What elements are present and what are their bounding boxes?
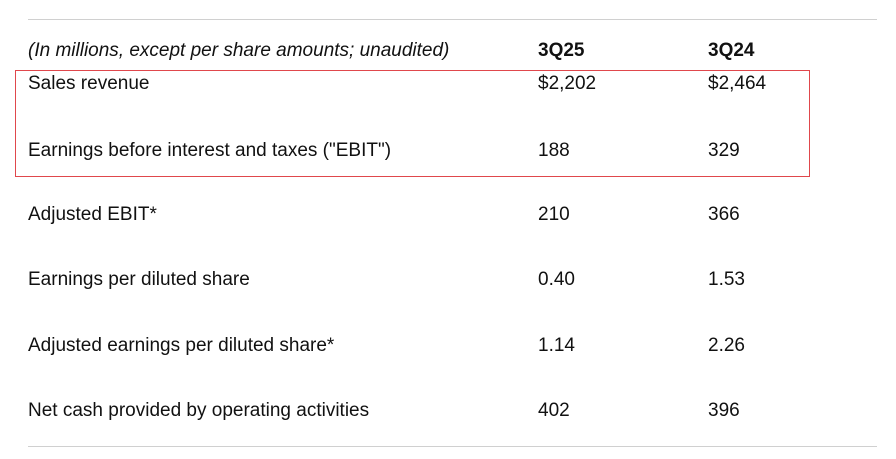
cell-3q24: 2.26 [708,335,745,356]
cell-3q24: 366 [708,204,740,225]
table-row-adjusted-eps: Adjusted earnings per diluted share* 1.1… [0,334,896,358]
cell-3q25: $2,202 [538,73,597,94]
cell-3q24: $2,464 [708,73,767,94]
table-row-eps: Earnings per diluted share 0.40 1.53 [0,268,896,292]
table-header-note: (In millions, except per share amounts; … [28,40,450,61]
table-row-operating-cash: Net cash provided by operating activitie… [0,399,896,423]
column-header-3q24: 3Q24 [708,40,755,61]
row-label: Net cash provided by operating activitie… [28,400,370,421]
table-top-rule [28,19,877,20]
cell-3q25: 0.40 [538,269,575,290]
cell-3q24: 396 [708,400,740,421]
table-row-ebit: Earnings before interest and taxes ("EBI… [0,139,896,163]
cell-3q25: 1.14 [538,335,575,356]
row-label: Earnings before interest and taxes ("EBI… [28,140,392,161]
cell-3q25: 210 [538,204,570,225]
cell-3q25: 402 [538,400,570,421]
cell-3q24: 329 [708,140,740,161]
highlight-box [15,70,810,177]
table-row-sales-revenue: Sales revenue $2,202 $2,464 [0,72,896,96]
row-label: Sales revenue [28,73,150,94]
cell-3q25: 188 [538,140,570,161]
column-header-3q25: 3Q25 [538,40,585,61]
row-label: Adjusted EBIT* [28,204,157,225]
table-row-adjusted-ebit: Adjusted EBIT* 210 366 [0,203,896,227]
cell-3q24: 1.53 [708,269,745,290]
row-label: Adjusted earnings per diluted share* [28,335,335,356]
row-label: Earnings per diluted share [28,269,250,290]
table-bottom-rule [28,446,877,447]
table-header-row: (In millions, except per share amounts; … [0,39,896,63]
